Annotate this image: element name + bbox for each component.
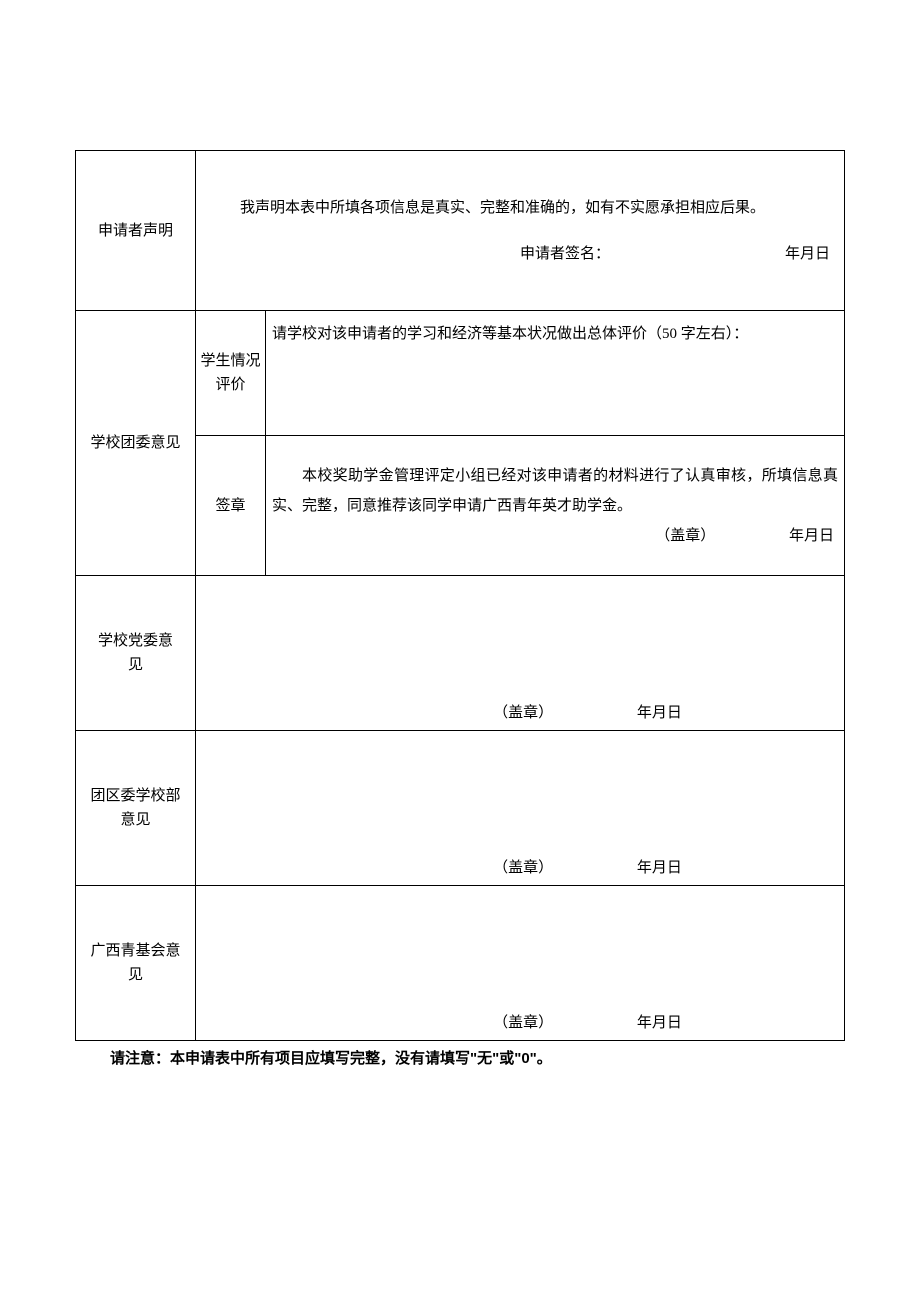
party-committee-label: 学校党委意见	[76, 576, 196, 731]
eval-prompt: 请学校对该申请者的学习和经济等基本状况做出总体评价（50 字左右）：	[272, 326, 748, 342]
foundation-date: 年月日	[637, 1015, 682, 1031]
district-dept-seal-line: （盖章） 年月日	[196, 856, 844, 877]
signature-label: 申请者签名：	[520, 246, 610, 262]
district-dept-label-text: 团区委学校部意见	[91, 784, 181, 832]
party-seal-text: （盖章）	[493, 705, 553, 721]
party-date: 年月日	[637, 705, 682, 721]
declaration-label: 申请者声明	[76, 151, 196, 311]
district-seal-text: （盖章）	[493, 860, 553, 876]
foundation-label-text: 广西青基会意见	[91, 939, 181, 987]
school-committee-label: 学校团委意见	[76, 311, 196, 576]
party-committee-seal-line: （盖章） 年月日	[196, 701, 844, 722]
party-committee-content: （盖章） 年月日	[196, 576, 845, 731]
foundation-seal-line: （盖章） 年月日	[196, 1011, 844, 1032]
seal-date: 年月日	[789, 528, 834, 544]
declaration-date: 年月日	[785, 239, 830, 271]
foundation-seal-text: （盖章）	[493, 1015, 553, 1031]
declaration-statement: 我声明本表中所填各项信息是真实、完整和准确的，如有不实愿承担相应后果。	[210, 193, 830, 225]
district-date: 年月日	[637, 860, 682, 876]
district-dept-label: 团区委学校部意见	[76, 731, 196, 886]
declaration-signature-line: 申请者签名： 年月日	[210, 239, 830, 271]
seal-date-line: （盖章） 年月日	[272, 521, 838, 551]
district-dept-content: （盖章） 年月日	[196, 731, 845, 886]
foundation-label: 广西青基会意见	[76, 886, 196, 1041]
seal-statement: 本校奖助学金管理评定小组已经对该申请者的材料进行了认真审核，所填信息真实、完整，…	[272, 461, 838, 521]
party-committee-label-text: 学校党委意见	[98, 629, 173, 677]
declaration-content: 我声明本表中所填各项信息是真实、完整和准确的，如有不实愿承担相应后果。 申请者签…	[196, 151, 845, 311]
application-form-table: 申请者声明 我声明本表中所填各项信息是真实、完整和准确的，如有不实愿承担相应后果…	[75, 150, 845, 1041]
seal-statement-cell: 本校奖助学金管理评定小组已经对该申请者的材料进行了认真审核，所填信息真实、完整，…	[266, 436, 845, 576]
foundation-content: （盖章） 年月日	[196, 886, 845, 1041]
footer-note: 请注意：本申请表中所有项目应填写完整，没有请填写"无"或"0"。	[75, 1041, 845, 1068]
eval-sublabel: 学生情况评价	[196, 311, 266, 436]
eval-prompt-cell: 请学校对该申请者的学习和经济等基本状况做出总体评价（50 字左右）：	[266, 311, 845, 436]
seal-text: （盖章）	[655, 528, 715, 544]
seal-sublabel: 签章	[196, 436, 266, 576]
